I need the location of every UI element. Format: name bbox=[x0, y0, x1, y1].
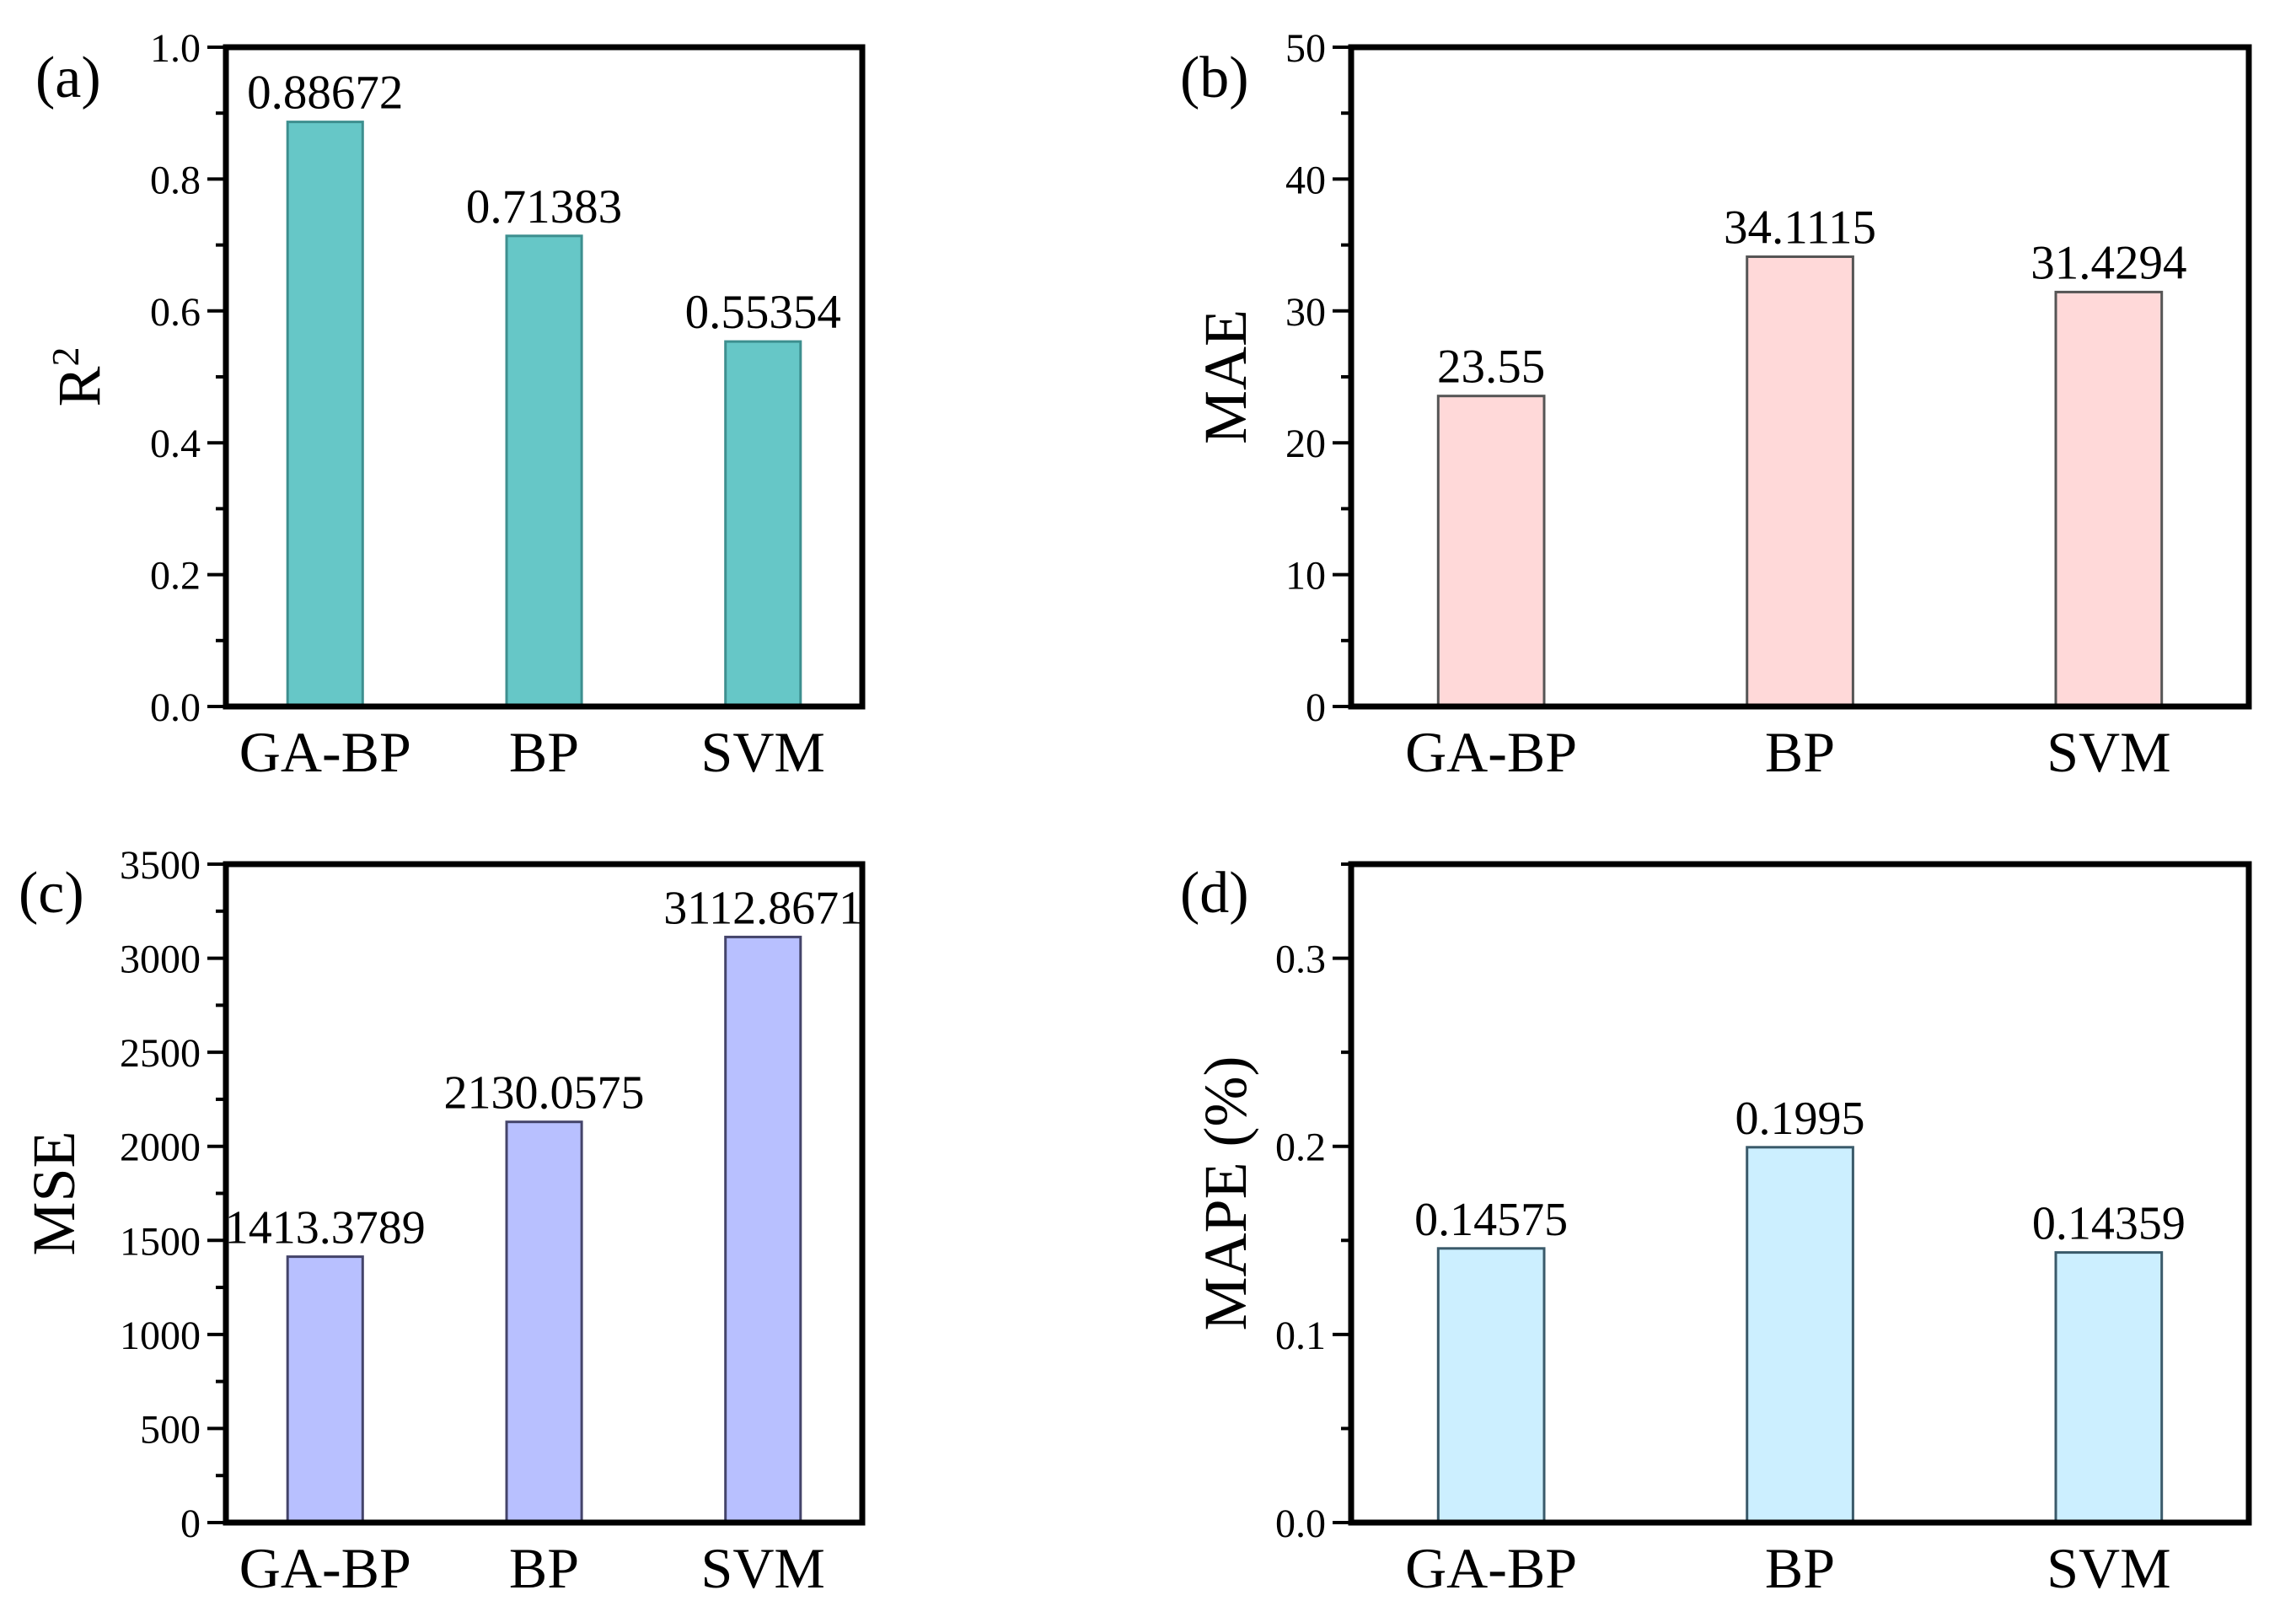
x-tick-label: GA-BP bbox=[239, 720, 411, 784]
y-tick-label: 0.2 bbox=[150, 554, 201, 599]
chart-panel-a: 0.88672 GA-BP 0.71383 BP 0.55354 SVM 0.0 0.2 0.4… bbox=[35, 26, 866, 784]
y-tick-label: 10 bbox=[1285, 554, 1326, 599]
y-axis-label: MSE bbox=[20, 1131, 88, 1255]
data-label: 31.4294 bbox=[2030, 236, 2186, 289]
chart-panel-b: 23.55 GA-BP 34.1115 BP 31.4294 SVM 0 10 20 30 40 50… bbox=[1180, 26, 2252, 784]
x-tick-label: SVM bbox=[701, 720, 825, 784]
y-tick-label: 30 bbox=[1285, 290, 1326, 335]
x-tick-label: SVM bbox=[701, 1536, 825, 1600]
bar-ga-bp bbox=[286, 121, 364, 708]
data-label: 0.14575 bbox=[1414, 1194, 1568, 1246]
chart-panel-d: 0.14575 GA-BP 0.1995 BP 0.14359 SVM 0.0 0.1 0.2 0… bbox=[1180, 861, 2252, 1600]
y-tick-label: 0 bbox=[180, 1502, 201, 1546]
plot-frame bbox=[223, 44, 866, 710]
y-axis-label: R2 bbox=[44, 346, 114, 406]
bar-svm bbox=[2054, 1251, 2164, 1524]
y-tick-label: 3000 bbox=[120, 937, 201, 982]
x-tick-label: BP bbox=[509, 720, 579, 784]
y-tick-label: 0.8 bbox=[150, 158, 201, 202]
x-tick-label: SVM bbox=[2047, 1536, 2170, 1600]
data-label: 0.71383 bbox=[466, 180, 622, 234]
bar-svm bbox=[2054, 290, 2164, 708]
x-tick-label: BP bbox=[1765, 720, 1835, 784]
y-tick-label: 1.0 bbox=[150, 26, 201, 71]
y-tick-label: 0.0 bbox=[1275, 1502, 1326, 1546]
x-tick-label: BP bbox=[509, 1536, 579, 1600]
y-tick-label: 0.3 bbox=[1275, 937, 1326, 982]
data-label: 0.88672 bbox=[247, 67, 403, 120]
y-axis-label: MAE bbox=[1192, 309, 1259, 444]
data-label: 0.14359 bbox=[2032, 1198, 2186, 1250]
x-tick-label: GA-BP bbox=[1405, 1536, 1577, 1600]
bar-svm bbox=[724, 935, 802, 1524]
y-tick-label: 0.1 bbox=[1275, 1313, 1326, 1358]
y-tick-label: 40 bbox=[1285, 158, 1326, 202]
y-axis-label-superscript: 2 bbox=[44, 346, 87, 366]
x-tick-label: GA-BP bbox=[239, 1536, 411, 1600]
plot-frame bbox=[223, 861, 866, 1526]
y-tick-label: 0.4 bbox=[150, 422, 201, 466]
y-tick-label: 0.6 bbox=[150, 290, 201, 335]
bar-bp bbox=[1746, 1146, 1854, 1524]
bar-ga-bp bbox=[1436, 1247, 1546, 1524]
x-tick-label: GA-BP bbox=[1405, 720, 1577, 784]
bar-ga-bp bbox=[1436, 395, 1546, 708]
y-tick-label: 20 bbox=[1285, 422, 1326, 466]
data-label: 3112.8671 bbox=[663, 882, 862, 934]
y-tick-label: 50 bbox=[1285, 26, 1326, 71]
data-label: 1413.3789 bbox=[225, 1202, 426, 1254]
panel-label: (d) bbox=[1180, 861, 1249, 926]
x-tick-label: SVM bbox=[2047, 720, 2170, 784]
y-tick-label: 1000 bbox=[120, 1313, 201, 1358]
plot-frame bbox=[1348, 861, 2252, 1526]
y-tick-label: 2500 bbox=[120, 1031, 201, 1076]
bar-bp bbox=[505, 234, 583, 708]
y-tick-label: 0 bbox=[1306, 685, 1326, 730]
bar-bp bbox=[505, 1120, 583, 1524]
bar-ga-bp bbox=[286, 1255, 364, 1524]
data-label: 2130.0575 bbox=[444, 1067, 645, 1120]
panel-label: (b) bbox=[1180, 46, 1249, 110]
y-tick-label: 0.0 bbox=[150, 685, 201, 730]
y-axis-label: MAPE (%) bbox=[1192, 1056, 1259, 1331]
y-tick-label: 0.2 bbox=[1275, 1125, 1326, 1170]
plot-frame bbox=[1348, 44, 2252, 710]
y-tick-label: 1500 bbox=[120, 1219, 201, 1264]
bar-svm bbox=[724, 340, 802, 708]
chart-panel-c: 1413.3789 GA-BP 2130.0575 BP 3112.8671 SVM 0 50… bbox=[19, 843, 866, 1600]
y-tick-label: 3500 bbox=[120, 843, 201, 888]
y-tick-label: 500 bbox=[140, 1407, 201, 1452]
bar-bp bbox=[1746, 255, 1854, 708]
x-tick-label: BP bbox=[1765, 1536, 1835, 1600]
data-label: 34.1115 bbox=[1724, 201, 1876, 255]
data-label: 0.55354 bbox=[685, 286, 841, 339]
y-tick-label: 2000 bbox=[120, 1125, 201, 1170]
data-label: 23.55 bbox=[1437, 341, 1545, 394]
panel-label: (c) bbox=[19, 861, 84, 926]
panel-label: (a) bbox=[35, 46, 101, 110]
data-label: 0.1995 bbox=[1735, 1093, 1865, 1145]
